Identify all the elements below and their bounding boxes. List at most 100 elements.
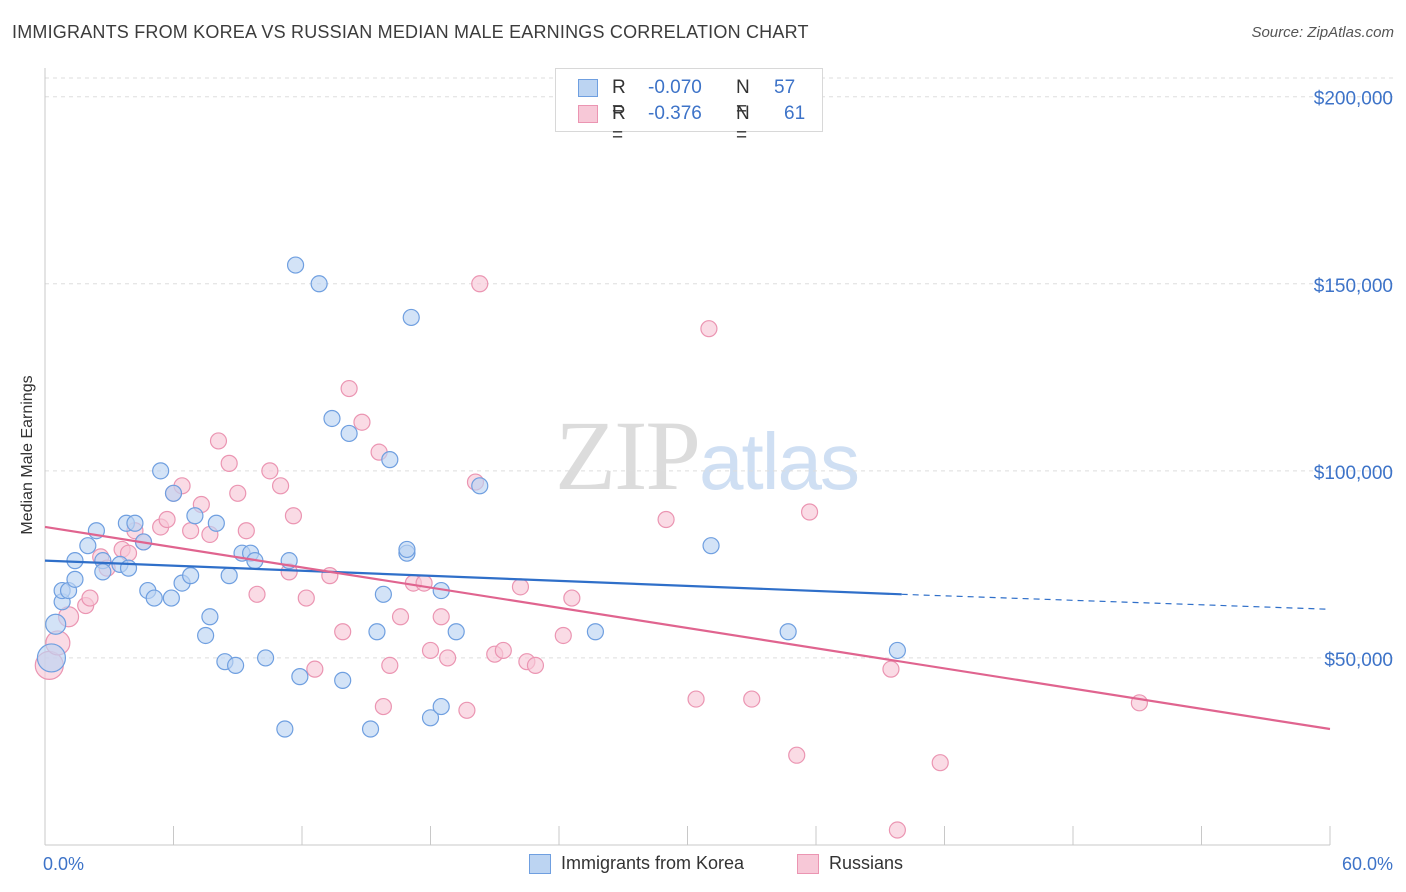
korea-legend-label: Immigrants from Korea	[561, 853, 745, 873]
n-value: 57	[774, 77, 796, 98]
n-label: N =	[736, 103, 750, 146]
korea-point	[197, 626, 215, 645]
russians-point	[439, 649, 457, 667]
korea-point	[145, 589, 163, 607]
russians-point	[271, 477, 290, 495]
russians-point	[421, 641, 440, 660]
russians-point	[432, 608, 450, 626]
russians-point	[374, 697, 392, 716]
russians-point	[220, 454, 238, 472]
korea-point	[66, 570, 84, 588]
russians-point	[882, 660, 900, 678]
russians-point	[471, 275, 489, 293]
korea-point	[94, 563, 112, 581]
korea-point	[471, 477, 489, 495]
korea-point	[36, 643, 67, 673]
korea-point	[421, 709, 440, 727]
russians-point	[700, 320, 718, 338]
korea-swatch	[578, 79, 598, 97]
russians-point	[931, 754, 949, 772]
russians-point	[381, 656, 399, 675]
n-value: 61	[784, 103, 806, 124]
russians-point	[81, 589, 99, 607]
x-tick-label: 0.0%	[43, 854, 84, 874]
russians-swatch	[578, 105, 598, 123]
y-tick-label: $200,000	[1314, 89, 1393, 110]
russians-point	[657, 510, 675, 529]
russians-point	[391, 608, 410, 626]
watermark: ZIPatlas	[555, 398, 860, 513]
korea-point	[340, 424, 358, 443]
korea-point	[45, 613, 67, 635]
korea-point	[779, 623, 797, 641]
russians-point	[248, 585, 266, 603]
korea-point	[310, 275, 328, 293]
korea-point	[888, 641, 906, 660]
korea-point	[201, 608, 219, 626]
stats-legend: R = -0.070 N = 57 R = -0.376 N = 61	[555, 68, 823, 146]
russians-point	[334, 623, 352, 641]
korea-point	[374, 585, 392, 603]
korea-point	[164, 484, 183, 502]
korea-point	[276, 720, 294, 738]
korea-trend-line	[44, 559, 902, 596]
r-label: R =	[612, 103, 626, 146]
korea-legend-swatch	[529, 854, 551, 874]
korea-points	[36, 256, 906, 738]
russians-points	[34, 275, 1148, 839]
korea-point	[207, 514, 225, 532]
korea-point	[186, 507, 204, 525]
russians-point	[415, 574, 433, 592]
korea-point	[368, 623, 386, 641]
russians-point	[526, 656, 545, 675]
korea-point	[323, 409, 341, 428]
korea-point	[256, 649, 275, 667]
russians-point	[284, 507, 303, 525]
r-label: R =	[612, 77, 626, 120]
russians-point	[182, 522, 200, 540]
russians-point	[687, 690, 705, 708]
russians-point	[788, 746, 806, 764]
russians-legend-swatch	[797, 854, 819, 874]
korea-point	[334, 671, 352, 689]
korea-point	[126, 514, 144, 532]
russians-point	[554, 626, 572, 645]
y-tick-label: $50,000	[1324, 650, 1393, 671]
korea-point	[398, 540, 416, 559]
korea-trend-extension	[901, 593, 1331, 610]
korea-point	[291, 668, 309, 686]
russians-point	[209, 432, 228, 450]
watermark-atlas: atlas	[699, 417, 860, 506]
russians-point	[297, 589, 315, 607]
chart-source: Source: ZipAtlas.com	[1251, 24, 1394, 41]
russians-legend-label: Russians	[829, 853, 904, 873]
russians-point	[229, 484, 247, 502]
russians-point	[800, 503, 819, 521]
russians-point	[511, 578, 530, 596]
russians-point	[340, 379, 358, 398]
russians-point	[158, 510, 176, 529]
r-value: -0.376	[648, 103, 702, 124]
russians-point	[458, 701, 476, 719]
russians-point	[237, 522, 255, 540]
korea-point	[432, 697, 450, 716]
korea-point	[702, 537, 720, 555]
chart-title: IMMIGRANTS FROM KOREA VS RUSSIAN MEDIAN …	[12, 22, 809, 42]
korea-point	[286, 256, 305, 274]
korea-point	[227, 656, 245, 675]
korea-point	[402, 308, 420, 327]
y-tick-label: $100,000	[1314, 463, 1393, 484]
x-tick-label: 60.0%	[1342, 854, 1393, 874]
korea-point	[447, 623, 465, 641]
russians-trend-line	[44, 525, 1331, 731]
russians-point	[888, 821, 906, 839]
russians-point	[353, 413, 371, 431]
watermark-zip: ZIP	[555, 400, 701, 511]
russians-point	[306, 660, 324, 678]
korea-point	[182, 567, 200, 585]
russians-point	[261, 462, 279, 480]
korea-point	[381, 451, 399, 469]
korea-point	[361, 720, 380, 738]
korea-point	[586, 623, 605, 641]
